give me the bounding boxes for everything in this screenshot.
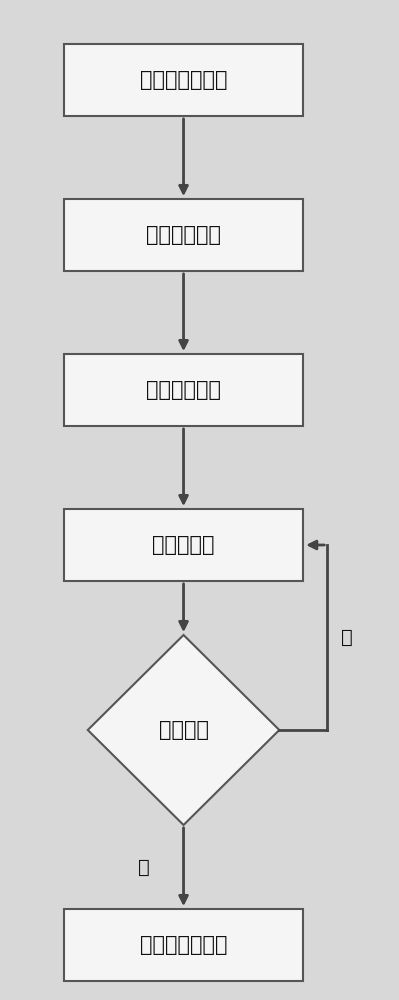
- Text: 捕获成功: 捕获成功: [158, 720, 209, 740]
- FancyBboxPatch shape: [64, 354, 303, 426]
- Text: 单粒子捕获: 单粒子捕获: [152, 535, 215, 555]
- Polygon shape: [88, 635, 279, 825]
- Text: 否: 否: [341, 628, 353, 647]
- FancyBboxPatch shape: [64, 44, 303, 116]
- Text: 系统装置对准: 系统装置对准: [146, 380, 221, 400]
- FancyBboxPatch shape: [64, 199, 303, 271]
- FancyBboxPatch shape: [64, 509, 303, 581]
- Text: 测量环境配置: 测量环境配置: [146, 225, 221, 245]
- Text: 微流控芯片设计: 微流控芯片设计: [140, 70, 227, 90]
- FancyBboxPatch shape: [64, 909, 303, 981]
- Text: 单粒子散射测量: 单粒子散射测量: [140, 935, 227, 955]
- Text: 是: 是: [138, 857, 150, 876]
